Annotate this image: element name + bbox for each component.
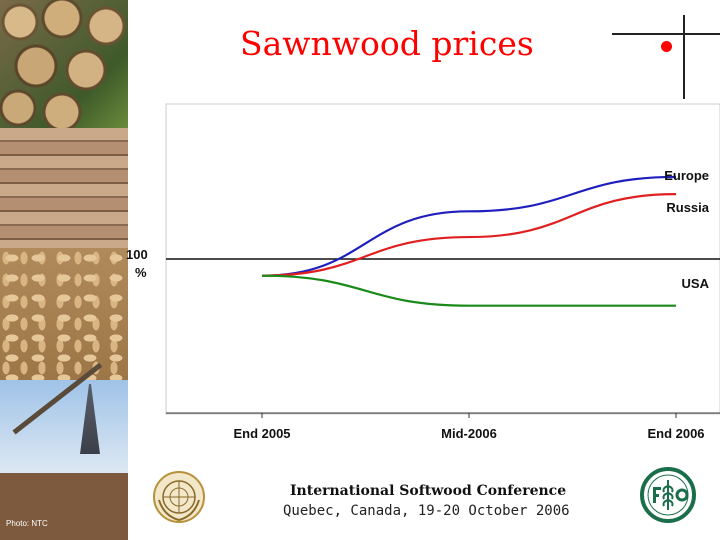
slide-title: Sawnwood prices (240, 24, 534, 63)
sawn-planks-photo (0, 128, 128, 248)
series-line-russia (261, 193, 677, 277)
wood-pellets-photo (0, 248, 128, 380)
un-emblem-icon (153, 471, 205, 523)
series-label-usa: USA (682, 276, 710, 291)
cross-vertical-line (683, 15, 685, 99)
x-tick-label: Mid-2006 (441, 426, 497, 441)
baseline-label-100: 100 (126, 247, 148, 262)
photo-strip: Photo: NTC (0, 0, 128, 540)
timber-house-construction-photo (0, 380, 128, 540)
logs-photo (0, 0, 128, 128)
conference-title: International Softwood Conference (290, 483, 567, 499)
baseline-label-percent: % (135, 265, 147, 280)
red-dot-icon (661, 41, 672, 52)
series-label-europe: Europe (664, 168, 709, 183)
photo-credit: Photo: NTC (6, 519, 48, 528)
cross-horizontal-line (612, 33, 720, 35)
series-label-russia: Russia (666, 200, 709, 215)
conference-place-date: Quebec, Canada, 19-20 October 2006 (283, 503, 570, 519)
x-tick-label: End 2005 (233, 426, 290, 441)
series-line-usa (261, 274, 676, 307)
x-tick-label: End 2006 (647, 426, 704, 441)
fao-emblem-icon (640, 467, 696, 523)
series-labels: Europe Russia USA (664, 168, 710, 291)
x-axis-ticks (261, 413, 677, 418)
x-tick-labels: End 2005 Mid-2006 End 2006 (233, 426, 704, 441)
series-line-europe (261, 175, 677, 277)
series-lines (261, 175, 677, 307)
